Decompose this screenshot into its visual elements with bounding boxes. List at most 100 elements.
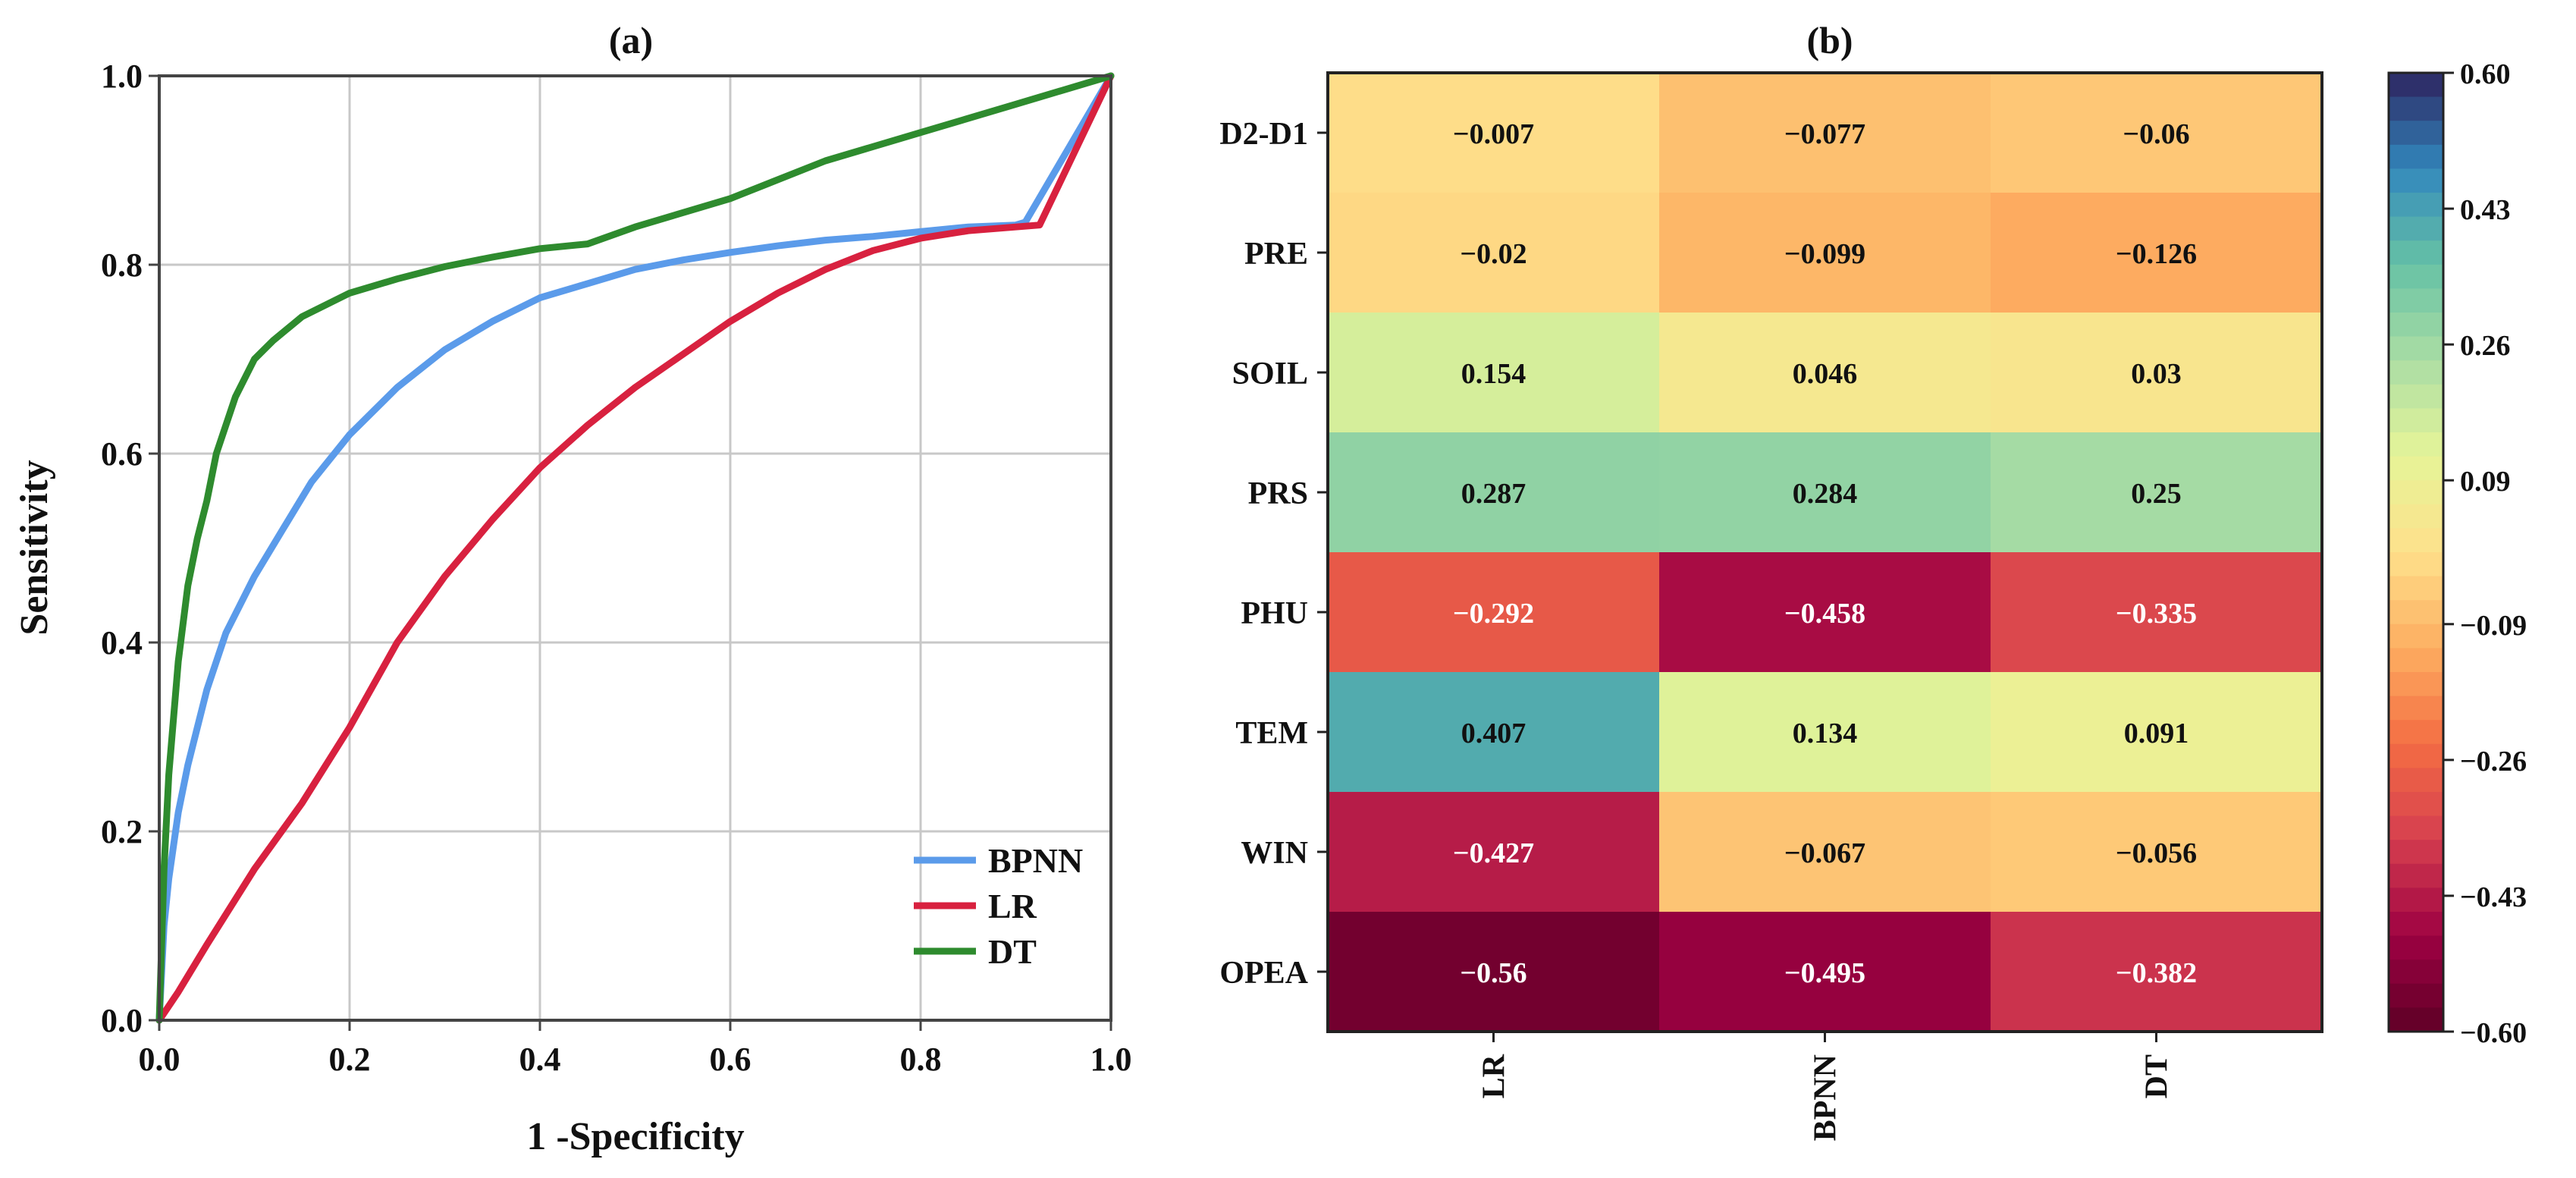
heatmap-cell <box>1328 73 1660 193</box>
roc-line-bpnn <box>155 72 1115 1024</box>
heatmap-cell <box>1991 73 2323 193</box>
roc-y-tick-label: 0.0 <box>101 1002 143 1039</box>
heatmap-cell-value: −0.02 <box>1460 238 1526 270</box>
heatmap-cell-value: −0.099 <box>1784 238 1865 270</box>
colorbar: 0.60 0.43 0.26 0.09 −0.09 −0.26 −0.43 −0.60 <box>2387 58 2527 1049</box>
colorbar-segment <box>2389 743 2443 768</box>
colorbar-tick-label: −0.43 <box>2460 881 2527 913</box>
colorbar-segment <box>2389 887 2443 913</box>
colorbar-segment <box>2389 288 2443 313</box>
heatmap-cell <box>1659 912 1991 1032</box>
colorbar-segment <box>2389 480 2443 505</box>
colorbar-segment <box>2389 528 2443 553</box>
heatmap-cell <box>1328 792 1660 913</box>
colorbar-tick-label: 0.09 <box>2460 466 2511 498</box>
heatmap-cell <box>1328 912 1660 1032</box>
roc-lines <box>155 72 1115 1024</box>
heatmap-cell <box>1991 792 2323 913</box>
heatmap-cell-value: 0.046 <box>1793 358 1858 390</box>
colorbar-segment <box>2389 840 2443 865</box>
colorbar-segment <box>2389 672 2443 697</box>
roc-y-axis-label: Sensitivity <box>13 460 56 635</box>
heatmap-cell <box>1328 193 1660 313</box>
colorbar-tick-label: −0.60 <box>2460 1017 2527 1049</box>
heatmap-column-label: BPNN <box>1809 1054 1843 1141</box>
colorbar-segment <box>2389 768 2443 793</box>
heatmap-cell-value: 0.091 <box>2124 718 2189 749</box>
colorbar-segment <box>2389 815 2443 840</box>
colorbar-segment <box>2389 313 2443 338</box>
roc-x-tick-label: 0.6 <box>710 1041 751 1078</box>
colorbar-tick-label: 0.60 <box>2460 58 2511 90</box>
heatmap-cell <box>1328 552 1660 673</box>
heatmap-cell-value: −0.427 <box>1453 837 1534 869</box>
colorbar-segment <box>2389 121 2443 146</box>
heatmap-cell <box>1328 432 1660 553</box>
legend-label-lr: LR <box>988 887 1037 925</box>
heatmap-row-label: WIN <box>1241 836 1308 871</box>
colorbar-segment <box>2389 96 2443 121</box>
legend-label-bpnn: BPNN <box>988 841 1083 880</box>
heatmap-cell <box>1991 432 2323 553</box>
colorbar-segment <box>2389 935 2443 960</box>
heatmap-cell-value: 0.287 <box>1461 478 1526 510</box>
heatmap-cell <box>1659 313 1991 433</box>
roc-y-tick-label: 0.4 <box>101 624 143 661</box>
colorbar-segment <box>2389 720 2443 745</box>
heatmap-cell-value: 0.134 <box>1793 718 1858 749</box>
heatmap-cell-value: −0.067 <box>1784 837 1865 869</box>
heatmap-column-label: DT <box>2140 1054 2175 1098</box>
roc-line-lr <box>155 72 1115 1024</box>
roc-legend: BPNN LR DT <box>914 841 1083 971</box>
heatmap-cell <box>1991 313 2323 433</box>
heatmap-cell-value: 0.03 <box>2131 358 2182 390</box>
colorbar-segment <box>2389 73 2443 98</box>
roc-y-tick-label: 1.0 <box>101 58 143 95</box>
heatmap-row-label: OPEA <box>1219 956 1308 991</box>
heatmap-cell <box>1328 672 1660 793</box>
heatmap-row-label: SOIL <box>1232 357 1308 391</box>
colorbar-segment <box>2389 432 2443 457</box>
heatmap-cell <box>1991 672 2323 793</box>
colorbar-tick-label: 0.26 <box>2460 330 2511 362</box>
roc-x-tick-label: 0.4 <box>519 1041 561 1078</box>
heatmap-cell <box>1991 912 2323 1032</box>
colorbar-segment <box>2389 408 2443 433</box>
heatmap-cell-value: −0.382 <box>2116 957 2197 989</box>
roc-plot-frame <box>158 74 1112 1022</box>
heatmap-row-label: D2-D1 <box>1219 117 1308 152</box>
heatmap-cell-value: −0.335 <box>2116 598 2197 630</box>
colorbar-segment <box>2389 1007 2443 1032</box>
colorbar-segment <box>2389 193 2443 218</box>
heatmap-cell-value: −0.495 <box>1784 957 1865 989</box>
heatmap-row-label: PRS <box>1248 476 1308 511</box>
colorbar-segment <box>2389 456 2443 481</box>
heatmap-row-label: TEM <box>1235 716 1308 751</box>
roc-panel: (a) 0.0 0.2 0.4 0.6 0.8 1.0 0.0 0.2 0.4 0.6 0.8 1.… <box>13 19 1132 1158</box>
roc-y-ticks: 0.0 0.2 0.4 0.6 0.8 1.0 <box>101 58 159 1039</box>
heatmap-cell-value: −0.06 <box>2123 118 2189 150</box>
colorbar-segment <box>2389 384 2443 409</box>
colorbar-segment <box>2389 648 2443 673</box>
heatmap-column-label: LR <box>1477 1054 1512 1098</box>
heatmap-row-label: PHU <box>1241 596 1308 631</box>
colorbar-segment <box>2389 144 2443 169</box>
heatmap-cell <box>1991 193 2323 313</box>
heatmap-cell-value: −0.458 <box>1784 598 1865 630</box>
roc-grid <box>158 74 1112 1022</box>
roc-y-tick-label: 0.8 <box>101 247 143 284</box>
roc-x-axis-label: 1 -Specificity <box>526 1115 744 1158</box>
heatmap-cell-value: −0.007 <box>1453 118 1534 150</box>
heatmap-column-labels: LR BPNN DT <box>1477 1032 2175 1141</box>
legend-label-dt: DT <box>988 932 1037 971</box>
heatmap-cell <box>1659 73 1991 193</box>
colorbar-segment <box>2389 912 2443 937</box>
colorbar-segment <box>2389 552 2443 577</box>
colorbar-segment <box>2389 983 2443 1008</box>
heatmap-cell-value: 0.25 <box>2131 478 2182 510</box>
roc-y-tick-label: 0.6 <box>101 435 143 473</box>
roc-x-tick-label: 0.8 <box>900 1041 942 1078</box>
heatmap-cell-value: 0.407 <box>1461 718 1526 749</box>
colorbar-segment <box>2389 960 2443 985</box>
colorbar-frame <box>2387 71 2445 1033</box>
